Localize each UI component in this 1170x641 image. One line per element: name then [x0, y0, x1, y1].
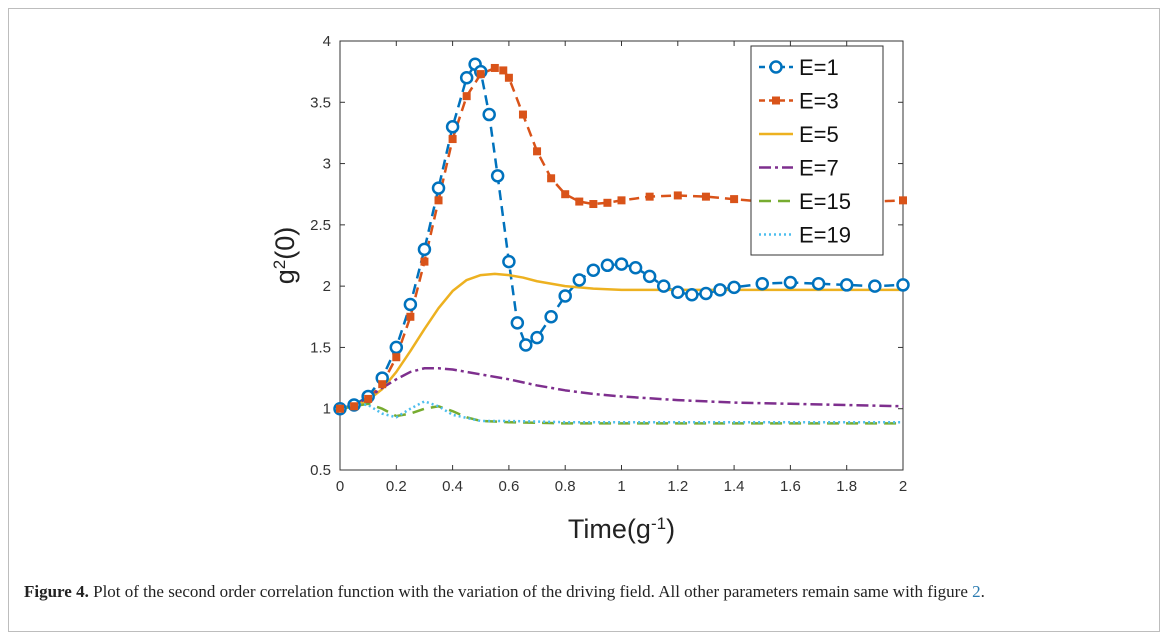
data-point	[811, 276, 826, 291]
legend-label: E=7	[799, 156, 839, 181]
data-point	[490, 63, 499, 72]
data-point	[642, 269, 657, 284]
data-point	[499, 66, 508, 75]
data-point	[896, 278, 910, 292]
data-point	[730, 195, 739, 204]
data-point	[544, 310, 558, 324]
legend-box	[750, 45, 884, 256]
data-point	[504, 73, 513, 82]
legend-label: E=19	[799, 223, 851, 248]
data-point	[868, 279, 882, 293]
data-point	[671, 285, 685, 300]
series-line-E=19	[339, 400, 903, 424]
y-tick-label: 1.5	[310, 339, 331, 356]
caption-end: .	[980, 582, 985, 601]
data-point	[403, 297, 418, 312]
x-tick-label: 1.4	[724, 478, 745, 495]
x-tick-label: 0	[336, 478, 344, 495]
y-tick-label: 2	[323, 278, 331, 295]
x-tick-label: 0.8	[555, 478, 576, 495]
data-point	[586, 263, 601, 277]
series-line-E=5	[339, 272, 903, 410]
data-point	[392, 353, 401, 362]
caption-label: Figure 4.	[24, 582, 89, 601]
y-tick-label: 3	[323, 156, 331, 173]
data-point	[431, 181, 446, 195]
x-tick-label: 1.6	[780, 478, 801, 495]
data-point	[530, 330, 544, 345]
data-point	[783, 275, 798, 290]
data-point	[364, 394, 373, 403]
data-point	[656, 279, 671, 293]
y-tick-label: 2.5	[310, 217, 331, 234]
data-point	[617, 196, 626, 205]
y-tick-label: 0.5	[310, 462, 331, 479]
data-point	[445, 120, 460, 134]
data-point	[645, 192, 654, 201]
data-point	[713, 283, 727, 297]
data-point	[482, 107, 496, 122]
x-axis-title: Time(g-1)	[568, 514, 675, 545]
data-point	[350, 402, 359, 411]
legend-label: E=1	[799, 55, 839, 80]
legend-label: E=5	[799, 122, 839, 147]
data-point	[561, 190, 570, 199]
data-point	[600, 258, 615, 273]
data-point	[572, 273, 587, 287]
data-point	[727, 280, 741, 295]
data-point	[336, 404, 344, 413]
y-tick-label: 1	[323, 401, 331, 418]
data-point	[406, 312, 415, 321]
figure-caption: Figure 4. Plot of the second order corre…	[24, 580, 1144, 604]
data-point	[685, 287, 699, 302]
data-point	[755, 276, 769, 291]
caption-text: Plot of the second order correlation fun…	[88, 582, 973, 601]
data-point	[462, 92, 471, 101]
data-point	[510, 316, 525, 330]
data-point	[575, 197, 584, 206]
x-tick-label: 0.4	[442, 478, 463, 495]
data-point	[476, 70, 485, 79]
data-point	[533, 147, 542, 156]
y-tick-label: 4	[323, 33, 331, 50]
y-tick-label: 3.5	[310, 94, 331, 111]
data-point	[417, 242, 432, 257]
data-point	[490, 169, 505, 183]
x-tick-label: 2	[899, 478, 907, 495]
x-tick-label: 0.6	[498, 478, 519, 495]
data-point	[589, 200, 598, 209]
data-point	[519, 338, 533, 352]
data-point	[699, 286, 713, 301]
data-point	[518, 110, 527, 119]
x-tick-label: 1	[617, 478, 625, 495]
data-point	[673, 191, 682, 200]
y-axis-title: g2(0)	[270, 227, 301, 285]
data-point	[603, 198, 612, 207]
data-point	[614, 257, 629, 271]
data-point	[547, 174, 556, 183]
legend-label: E=15	[799, 189, 851, 214]
legend-marker	[772, 96, 780, 105]
data-point	[558, 289, 572, 303]
x-tick-label: 1.2	[667, 478, 688, 495]
data-point	[420, 257, 429, 266]
x-tick-label: 1.8	[836, 478, 857, 495]
data-point	[378, 380, 387, 389]
data-point	[389, 340, 404, 355]
caption-figure-ref[interactable]: 2	[972, 582, 981, 601]
data-point	[628, 261, 643, 275]
data-point	[434, 196, 443, 205]
data-point	[899, 196, 907, 205]
data-point	[448, 135, 457, 144]
x-tick-label: 0.2	[386, 478, 407, 495]
legend-marker	[769, 60, 783, 74]
legend-label: E=3	[799, 89, 839, 114]
data-point	[839, 278, 854, 292]
legend: E=1 E=3 E=5 E=7 E=15 E=19	[750, 45, 884, 256]
data-point	[701, 192, 710, 201]
data-point	[459, 71, 474, 85]
data-point	[502, 254, 516, 269]
